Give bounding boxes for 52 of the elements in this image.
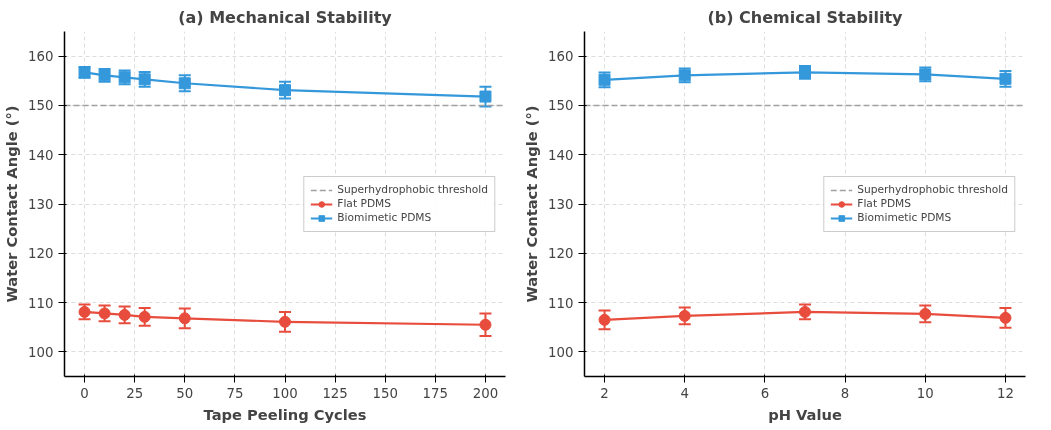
point — [479, 90, 492, 103]
legend-label: Superhydrophobic threshold — [857, 182, 1008, 197]
y-axis-title: Water Contact Angle (°) — [3, 105, 21, 303]
point — [678, 309, 691, 322]
point — [598, 313, 611, 326]
y-tick-label: 130 — [548, 197, 574, 212]
point — [118, 308, 131, 321]
x-axis-title: Tape Peeling Cycles — [203, 405, 367, 423]
legend-label: Biomimetic PDMS — [857, 210, 952, 225]
x-tick-label: 175 — [422, 385, 449, 401]
x-tick-label: 12 — [996, 385, 1014, 401]
x-axis-title: pH Value — [768, 405, 842, 423]
point — [999, 311, 1012, 324]
x-tick-label: 2 — [600, 385, 609, 401]
x-tick-label: 25 — [126, 385, 144, 401]
legend-label: Flat PDMS — [857, 196, 912, 211]
legend-label: Biomimetic PDMS — [337, 210, 432, 225]
y-tick-label: 120 — [548, 246, 574, 262]
chart-title: (b) Chemical Stability — [707, 7, 904, 27]
y-tick-label: 110 — [548, 295, 574, 311]
y-tick-label: 150 — [548, 98, 574, 114]
y-tick-label: 160 — [28, 49, 54, 65]
x-tick-label: 75 — [226, 385, 244, 401]
y-tick-label: 150 — [28, 98, 54, 114]
x-tick-label: 100 — [272, 385, 298, 401]
y-tick-label: 160 — [548, 49, 574, 65]
point — [919, 307, 932, 320]
x-tick-label: 200 — [472, 385, 499, 401]
point — [279, 84, 291, 97]
x-tick-label: 4 — [680, 385, 689, 401]
x-tick-label: 10 — [916, 385, 934, 401]
x-tick-label: 150 — [372, 385, 398, 401]
y-tick-label: 140 — [548, 147, 574, 163]
chart-title: (a) Mechanical Stability — [178, 7, 393, 27]
point — [479, 318, 492, 331]
y-tick-label: 100 — [548, 344, 574, 360]
y-tick-label: 120 — [28, 246, 54, 262]
x-tick-label: 0 — [80, 385, 89, 401]
y-tick-label: 100 — [28, 344, 54, 360]
point — [279, 315, 291, 328]
y-tick-label: 130 — [28, 197, 54, 212]
legend-label: Flat PDMS — [337, 196, 392, 211]
point — [178, 312, 191, 325]
y-tick-label: 110 — [28, 295, 54, 311]
point — [138, 310, 151, 323]
x-tick-label: 8 — [840, 385, 850, 401]
x-tick-label: 6 — [760, 385, 770, 401]
y-axis-title: Water Contact Angle (°) — [523, 105, 541, 303]
x-tick-label: 50 — [176, 385, 194, 401]
legend-label: Superhydrophobic threshold — [337, 182, 488, 197]
y-tick-label: 140 — [28, 147, 54, 163]
x-tick-label: 125 — [322, 385, 348, 401]
